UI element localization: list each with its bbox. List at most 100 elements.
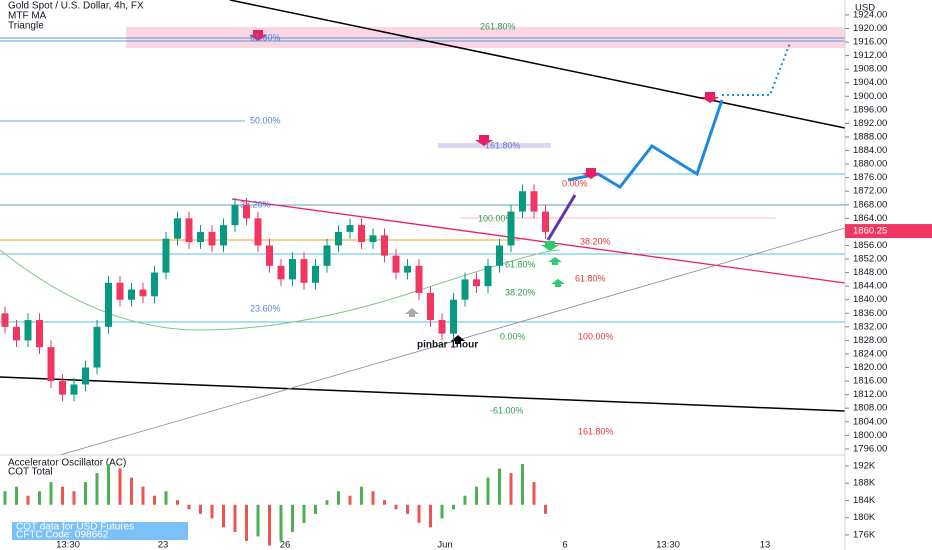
candle-body [105, 282, 112, 327]
projection [722, 42, 791, 96]
currency-label: USD [855, 3, 875, 14]
y-tick-label: 1840.00 [853, 294, 887, 305]
candle-body [392, 255, 400, 273]
x-tick-label: 6 [562, 540, 567, 550]
fib-label: 0.00% [500, 331, 526, 341]
y-tick-label: 188K [853, 478, 876, 489]
y-tick-label: 1828.00 [853, 335, 887, 346]
fib-label: 38.20% [240, 199, 271, 209]
y-tick-label: 1864.00 [853, 213, 887, 224]
candle-body [438, 320, 446, 334]
ac-bar [544, 504, 547, 514]
ac-bar [463, 495, 467, 505]
ac-bar [279, 504, 283, 541]
y-tick-label: 1884.00 [853, 145, 887, 156]
candle-body [220, 225, 227, 246]
projection [546, 194, 577, 241]
y-tick-label: 1904.00 [853, 77, 887, 88]
candle-body [346, 225, 354, 232]
candle-body [254, 218, 262, 246]
pane-title: COT Total [8, 467, 53, 478]
fib-label: 100.00% [478, 213, 514, 223]
candle-body [335, 231, 342, 246]
y-tick-label: 180K [853, 512, 876, 523]
candle-body [208, 231, 216, 246]
candle-body [530, 191, 538, 212]
annotations: 261.80% 61.80% 50.00% 161.80% 100.00% 0.… [240, 21, 614, 436]
y-tick-label: 1916.00 [853, 37, 887, 48]
candle-body [185, 218, 193, 243]
fib-label: 38.20% [505, 287, 536, 297]
ac-bar [107, 464, 110, 505]
ac-bar [371, 491, 375, 505]
y-tick-label: 1924.00 [853, 9, 887, 20]
candle-body [461, 279, 469, 300]
triangle-line [231, 198, 846, 284]
price-tag-label: 1860.25 [853, 226, 887, 237]
ac-bar [61, 486, 64, 505]
candle-body [36, 320, 43, 348]
candle-body [24, 320, 32, 341]
ac-bar [314, 504, 317, 514]
fib-box [438, 143, 551, 148]
ac-bar [118, 468, 122, 505]
ac-bar [337, 491, 340, 505]
fib-label: 161.80% [578, 426, 614, 436]
ac-bar [440, 504, 444, 519]
candle-body [542, 211, 549, 232]
candle-body [82, 367, 89, 385]
candle-body [484, 265, 492, 287]
x-tick-label: 13 [760, 540, 771, 550]
y-tick-label: 1852.00 [853, 254, 887, 265]
y-tick-label: 1892.00 [853, 118, 887, 129]
candle-body [496, 245, 503, 266]
x-tick-label: 13:30 [656, 540, 680, 550]
candle-body [358, 225, 365, 243]
ac-bar [176, 500, 179, 505]
y-tick-label: 1796.00 [853, 443, 887, 454]
y-tick-label: 1896.00 [853, 104, 887, 115]
ac-bar [509, 473, 513, 505]
trend-line [229, 0, 846, 129]
ac-bar [49, 482, 53, 505]
candle-body [519, 191, 526, 212]
candle-body [139, 289, 147, 297]
y-tick-label: 176K [853, 529, 876, 540]
y-tick-label: 1856.00 [853, 240, 887, 251]
ac-bar [532, 482, 536, 505]
candle-body [312, 265, 319, 283]
fib-label: 261.80% [480, 21, 516, 31]
y-tick-label: 1920.00 [853, 23, 887, 34]
y-tick-label: 184K [853, 495, 876, 506]
x-tick-label: 26 [280, 540, 291, 550]
y-tick-label: 1812.00 [853, 389, 887, 400]
ac-bar [187, 504, 191, 510]
ac-bar [245, 504, 248, 541]
y-tick-label: 1888.00 [853, 131, 887, 142]
ac-bar [291, 504, 294, 532]
triangle-line [59, 227, 846, 456]
y-tick-label: 1816.00 [853, 376, 887, 387]
pane-title: Accelerator Oscillator (AC) [8, 458, 126, 469]
ac-bar [268, 504, 271, 546]
candle-body [450, 299, 457, 334]
fib-label: 100.00% [578, 331, 614, 341]
fib-label: 161.80% [485, 140, 521, 150]
ac-bar [417, 504, 421, 523]
candle-body [59, 381, 66, 395]
indicator-label: Triangle [8, 21, 44, 32]
ac-bar [141, 486, 145, 505]
ac-bar [383, 500, 386, 505]
y-tick-label: 1912.00 [853, 50, 887, 61]
candle-body [70, 384, 78, 395]
ac-bar [325, 500, 329, 505]
price-tag [845, 224, 932, 239]
ac-bar [222, 504, 225, 528]
candle-body [473, 279, 480, 287]
arrow [582, 168, 600, 179]
y-tick-label: 1820.00 [853, 362, 887, 373]
ac-bar [3, 491, 7, 505]
ac-bar [394, 504, 398, 510]
ac-bar [256, 504, 260, 537]
